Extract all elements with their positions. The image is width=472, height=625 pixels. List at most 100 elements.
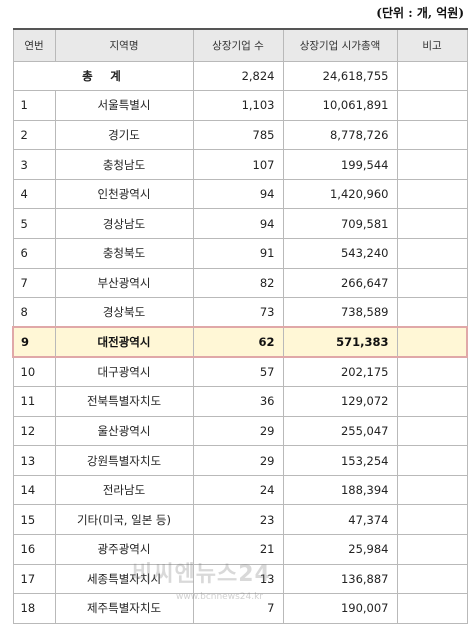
row-note bbox=[396, 534, 468, 565]
row-companies: 36 bbox=[192, 386, 284, 417]
table-row: 12 울산광역시 29 255,047 bbox=[12, 415, 468, 447]
row-market-cap: 188,394 bbox=[282, 474, 398, 506]
table-row: 4 인천광역시 94 1,420,960 bbox=[12, 178, 468, 210]
row-companies: 29 bbox=[192, 415, 284, 447]
row-companies: 57 bbox=[192, 356, 284, 388]
row-market-cap: 47,374 bbox=[282, 504, 398, 535]
row-companies: 13 bbox=[192, 563, 284, 595]
row-companies: 23 bbox=[192, 504, 284, 535]
row-region: 충청남도 bbox=[54, 149, 194, 180]
table-row: 3 충청남도 107 199,544 bbox=[12, 149, 468, 180]
row-market-cap: 543,240 bbox=[282, 238, 398, 269]
row-region: 제주특별자치도 bbox=[54, 593, 194, 624]
row-companies: 29 bbox=[192, 445, 284, 476]
row-number: 2 bbox=[12, 119, 56, 151]
region-listed-companies-table: 연번 지역명 상장기업 수 상장기업 시가총액 비고 총 계 2,824 24,… bbox=[12, 28, 468, 624]
row-companies: 94 bbox=[192, 208, 284, 240]
total-label: 총 계 bbox=[12, 60, 194, 92]
total-companies: 2,824 bbox=[192, 60, 284, 92]
row-region: 기타(미국, 일본 등) bbox=[54, 504, 194, 535]
row-number: 13 bbox=[12, 445, 56, 476]
row-note bbox=[396, 326, 468, 358]
row-companies: 1,103 bbox=[192, 90, 284, 121]
row-market-cap: 10,061,891 bbox=[282, 90, 398, 121]
row-region: 대구광역시 bbox=[54, 356, 194, 388]
row-number: 8 bbox=[12, 297, 56, 328]
table-row: 2 경기도 785 8,778,726 bbox=[12, 119, 468, 151]
col-header-market-cap: 상장기업 시가총액 bbox=[282, 28, 398, 62]
row-market-cap: 571,383 bbox=[282, 326, 398, 358]
row-market-cap: 25,984 bbox=[282, 534, 398, 565]
row-note bbox=[396, 267, 468, 299]
row-number: 18 bbox=[12, 593, 56, 624]
table-row: 15 기타(미국, 일본 등) 23 47,374 bbox=[12, 504, 468, 535]
table-row: 7 부산광역시 82 266,647 bbox=[12, 267, 468, 299]
row-number: 17 bbox=[12, 563, 56, 595]
row-market-cap: 199,544 bbox=[282, 149, 398, 180]
row-note bbox=[396, 208, 468, 240]
row-region: 광주광역시 bbox=[54, 534, 194, 565]
row-note bbox=[396, 90, 468, 121]
row-companies: 21 bbox=[192, 534, 284, 565]
row-number: 16 bbox=[12, 534, 56, 565]
row-number: 9 bbox=[12, 326, 56, 358]
row-number: 1 bbox=[12, 90, 56, 121]
row-companies: 73 bbox=[192, 297, 284, 328]
row-number: 10 bbox=[12, 356, 56, 388]
table-row: 1 서울특별시 1,103 10,061,891 bbox=[12, 90, 468, 121]
row-region: 서울특별시 bbox=[54, 90, 194, 121]
row-market-cap: 738,589 bbox=[282, 297, 398, 328]
row-number: 3 bbox=[12, 149, 56, 180]
row-number: 7 bbox=[12, 267, 56, 299]
row-note bbox=[396, 149, 468, 180]
row-note bbox=[396, 356, 468, 388]
table-row: 8 경상북도 73 738,589 bbox=[12, 297, 468, 328]
row-note bbox=[396, 563, 468, 595]
table-row: 10 대구광역시 57 202,175 bbox=[12, 356, 468, 388]
row-number: 14 bbox=[12, 474, 56, 506]
row-companies: 7 bbox=[192, 593, 284, 624]
total-row: 총 계 2,824 24,618,755 bbox=[12, 60, 468, 92]
row-note bbox=[396, 297, 468, 328]
row-region: 경상북도 bbox=[54, 297, 194, 328]
total-note bbox=[396, 60, 468, 92]
row-market-cap: 8,778,726 bbox=[282, 119, 398, 151]
row-market-cap: 129,072 bbox=[282, 386, 398, 417]
row-companies: 62 bbox=[192, 326, 284, 358]
row-note bbox=[396, 474, 468, 506]
row-market-cap: 1,420,960 bbox=[282, 178, 398, 210]
row-number: 15 bbox=[12, 504, 56, 535]
row-note bbox=[396, 415, 468, 447]
row-companies: 785 bbox=[192, 119, 284, 151]
table-row: 11 전북특별자치도 36 129,072 bbox=[12, 386, 468, 417]
row-region: 경기도 bbox=[54, 119, 194, 151]
row-region: 세종특별자치시 bbox=[54, 563, 194, 595]
row-number: 4 bbox=[12, 178, 56, 210]
row-number: 12 bbox=[12, 415, 56, 447]
row-market-cap: 190,007 bbox=[282, 593, 398, 624]
unit-label: (단위 : 개, 억원) bbox=[376, 6, 464, 20]
table-row: 14 전라남도 24 188,394 bbox=[12, 474, 468, 506]
row-note bbox=[396, 593, 468, 624]
row-note bbox=[396, 386, 468, 417]
row-number: 6 bbox=[12, 238, 56, 269]
table-row: 9 대전광역시 62 571,383 bbox=[12, 326, 468, 358]
row-market-cap: 136,887 bbox=[282, 563, 398, 595]
row-region: 경상남도 bbox=[54, 208, 194, 240]
row-companies: 107 bbox=[192, 149, 284, 180]
table-header-row: 연번 지역명 상장기업 수 상장기업 시가총액 비고 bbox=[12, 28, 468, 62]
col-header-region: 지역명 bbox=[54, 28, 194, 62]
table-row: 18 제주특별자치도 7 190,007 bbox=[12, 593, 468, 624]
row-companies: 24 bbox=[192, 474, 284, 506]
row-region: 대전광역시 bbox=[54, 326, 194, 358]
col-header-note: 비고 bbox=[396, 28, 468, 62]
row-region: 부산광역시 bbox=[54, 267, 194, 299]
row-market-cap: 266,647 bbox=[282, 267, 398, 299]
row-number: 11 bbox=[12, 386, 56, 417]
table-row: 6 충청북도 91 543,240 bbox=[12, 238, 468, 269]
row-market-cap: 153,254 bbox=[282, 445, 398, 476]
row-region: 전라남도 bbox=[54, 474, 194, 506]
total-market-cap: 24,618,755 bbox=[282, 60, 398, 92]
table-row: 13 강원특별자치도 29 153,254 bbox=[12, 445, 468, 476]
row-market-cap: 709,581 bbox=[282, 208, 398, 240]
